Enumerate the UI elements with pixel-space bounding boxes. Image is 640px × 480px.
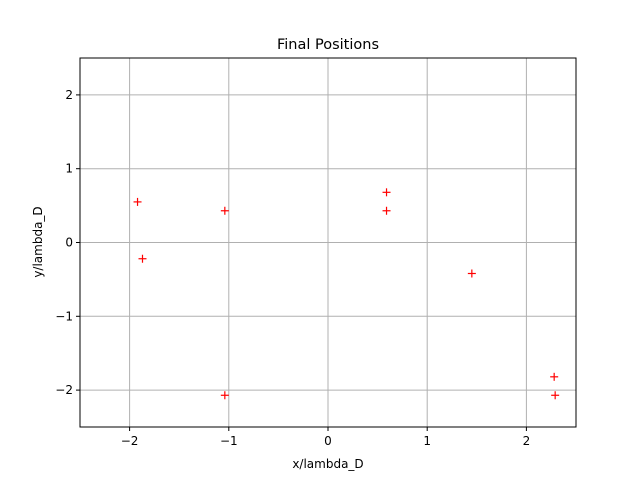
data-point-marker	[551, 391, 560, 400]
data-point-marker	[382, 206, 391, 215]
data-point-marker	[467, 269, 476, 278]
chart-title: Final Positions	[277, 37, 379, 53]
data-point-marker	[133, 197, 142, 206]
x-axis-label: x/lambda_D	[292, 457, 363, 471]
data-points	[133, 188, 560, 400]
data-point-marker	[382, 188, 391, 197]
x-tick-label: −1	[220, 434, 238, 448]
y-tick-label: −2	[55, 383, 73, 397]
x-tick-label: −2	[121, 434, 139, 448]
axis-ticks: −2 −1 0 1 2 −2 −1 0 1 2	[55, 88, 530, 448]
y-tick-label: −1	[55, 309, 73, 323]
y-tick-label: 0	[65, 236, 73, 250]
data-point-marker	[550, 372, 559, 381]
grid	[80, 58, 576, 427]
y-tick-label: 2	[65, 88, 73, 102]
y-axis-label: y/lambda_D	[31, 206, 45, 277]
x-tick-label: 0	[324, 434, 332, 448]
data-point-marker	[138, 254, 147, 263]
data-point-marker	[220, 391, 229, 400]
x-tick-label: 1	[423, 434, 431, 448]
y-tick-label: 1	[65, 162, 73, 176]
x-tick-label: 2	[523, 434, 531, 448]
data-point-marker	[220, 206, 229, 215]
